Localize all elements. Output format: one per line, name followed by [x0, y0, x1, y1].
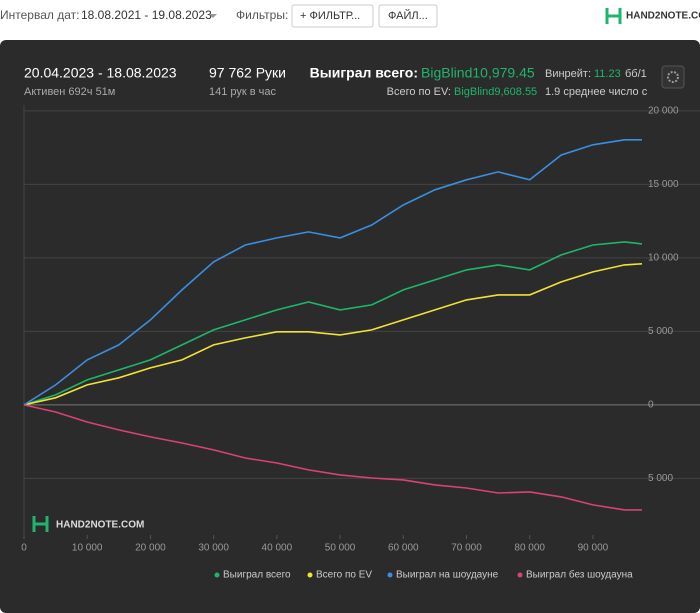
won-value: BigBlind10,979.45	[421, 65, 535, 81]
ev-label: Всего по EV:	[387, 86, 451, 98]
x-tick-label: 70 000	[451, 543, 482, 554]
filter-button-text: + ФИЛЬТР...	[300, 10, 360, 22]
active: Активен 692ч 51м	[24, 86, 115, 98]
date-range[interactable]: 18.08.2021 - 19.08.2023	[81, 8, 212, 22]
x-tick-label: 50 000	[325, 543, 356, 554]
legend-label: Выиграл без шоудауна	[526, 569, 633, 581]
winrate-unit: бб/1	[625, 68, 647, 80]
logo-icon	[605, 8, 622, 24]
file-button-text: ФАЙЛ...	[388, 9, 428, 22]
y-tick-label: 20 000	[648, 106, 679, 117]
settings-button[interactable]	[661, 65, 685, 89]
dropdown-arrow	[209, 14, 217, 18]
x-tick-label: 10 000	[72, 543, 103, 554]
series-line	[23, 241, 643, 406]
x-tick-label: 30 000	[198, 543, 229, 554]
x-tick-label: 40 000	[262, 543, 293, 554]
hands: 97 762 Руки	[209, 65, 286, 81]
x-tick-label: 20 000	[135, 543, 166, 554]
series-line	[23, 139, 642, 406]
legend-marker	[214, 572, 220, 578]
y-tick-label: 15 000	[648, 179, 679, 190]
y-tick-label: 5 000	[648, 473, 673, 484]
winrate-value: 11.23	[594, 68, 621, 80]
legend-marker	[517, 572, 523, 578]
y-tick-label: 10 000	[648, 253, 679, 264]
date-label: Интервал дат:	[0, 8, 79, 22]
per-hour: 141 рук в час	[209, 86, 277, 98]
watermark: HAND2NOTE.COM	[56, 520, 144, 531]
y-tick-label: 0	[648, 400, 654, 411]
logo: HAND2NOTE.COM	[626, 11, 700, 22]
legend-label: Выиграл всего	[223, 570, 291, 581]
y-tick-label: 5 000	[648, 326, 673, 337]
x-tick-label: 60 000	[388, 543, 419, 554]
filter-button[interactable]	[291, 4, 374, 28]
winrate-label: Винрейт:	[545, 68, 591, 80]
settings-icon	[667, 71, 679, 83]
series-line	[23, 263, 643, 406]
period: 20.04.2023 - 18.08.2023	[24, 65, 177, 81]
won-label: Выиграл всего:	[310, 65, 418, 81]
watermark-icon	[32, 516, 49, 532]
panel	[0, 40, 700, 613]
filters-label: Фильтры:	[236, 8, 288, 22]
legend-label: Всего по EV	[316, 570, 372, 581]
x-tick-label: 90 000	[578, 543, 609, 554]
file-button[interactable]	[378, 4, 438, 28]
legend-marker	[387, 572, 393, 578]
series-line	[23, 404, 642, 511]
ev-value: BigBlind9,608.55	[454, 86, 537, 98]
average: 1.9 среднее число с	[545, 86, 648, 98]
legend-marker	[307, 572, 313, 578]
x-tick-label: 80 000	[514, 543, 545, 554]
x-tick-label: 0	[21, 543, 27, 554]
legend-label: Выиграл на шоудауне	[396, 570, 499, 581]
